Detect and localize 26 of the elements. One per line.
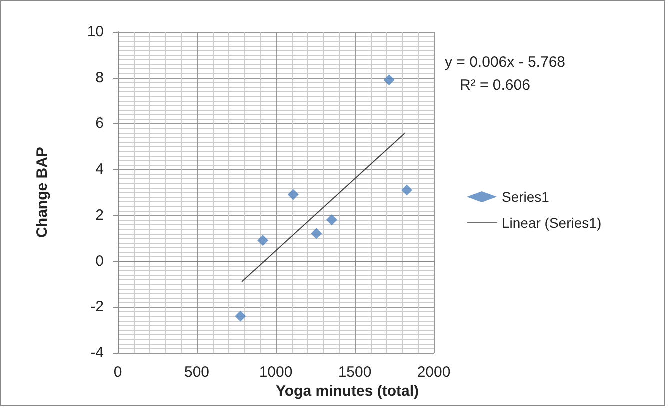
- x-tick-label: 1000: [259, 364, 293, 381]
- point: [235, 310, 246, 322]
- text: y = 0.006x - 5.768: [445, 54, 566, 71]
- point: [401, 184, 412, 196]
- point: [384, 74, 395, 86]
- x-tick-label: 1500: [338, 364, 372, 381]
- y-tick-label: -2: [90, 298, 104, 316]
- y-tick-label: 6: [96, 115, 104, 132]
- x-tick-label: 2000: [417, 364, 451, 381]
- text: R² = 0.606: [460, 77, 530, 94]
- y-tick-label: 8: [96, 69, 104, 86]
- y-tick-label: 4: [96, 161, 104, 178]
- y-tick-label: 2: [96, 206, 104, 224]
- point: [311, 228, 322, 240]
- legend-label: Series1: [502, 189, 550, 205]
- y-tick-label: -4: [90, 344, 104, 362]
- x-tick-label: 0: [114, 364, 122, 381]
- legend-label: Linear (Series1): [502, 215, 602, 231]
- x-axis-title: Yoga minutes (total): [276, 383, 420, 400]
- point: [258, 235, 269, 246]
- y-tick-label: 0: [96, 252, 104, 270]
- y-tick-label: 10: [87, 24, 104, 40]
- point: [288, 189, 299, 200]
- x-tick-label: 500: [184, 364, 210, 381]
- y-axis-title: Change BAP: [34, 147, 51, 238]
- point: [326, 214, 338, 226]
